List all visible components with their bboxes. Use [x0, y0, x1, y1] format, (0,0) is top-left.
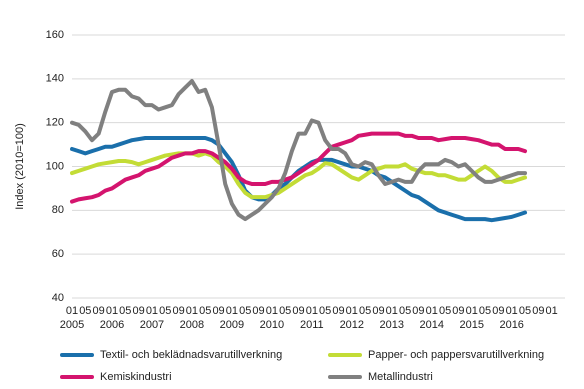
- x-tick-label: 01: [546, 305, 558, 317]
- series-line: [70, 79, 528, 222]
- x-tick-label: 09: [93, 305, 105, 317]
- y-tick-label: 80: [52, 204, 64, 216]
- x-tick-label: 05: [79, 305, 91, 317]
- x-year-label: 2006: [100, 319, 124, 331]
- x-tick-label: 01: [146, 305, 158, 317]
- x-tick-label: 05: [159, 305, 171, 317]
- x-tick-label: 09: [492, 305, 504, 317]
- x-tick-label: 05: [199, 305, 211, 317]
- x-tick-label: 09: [212, 305, 224, 317]
- x-year-label: 2012: [340, 319, 364, 331]
- x-year-label: 2013: [380, 319, 404, 331]
- x-year-label: 2007: [140, 319, 164, 331]
- x-tick-label: 05: [479, 305, 491, 317]
- legend-label: Kemiskindustri: [100, 371, 172, 383]
- x-year-label: 2015: [459, 319, 483, 331]
- x-tick-label: 01: [506, 305, 518, 317]
- x-tick-label: 01: [186, 305, 198, 317]
- x-year-label: 2011: [300, 319, 324, 331]
- x-year-label: 2016: [499, 319, 523, 331]
- y-tick-label: 40: [52, 292, 64, 304]
- x-tick-label: 01: [306, 305, 318, 317]
- y-tick-label: 160: [46, 29, 64, 41]
- x-year-label: 2009: [220, 319, 244, 331]
- x-tick-label: 01: [106, 305, 118, 317]
- x-tick-label: 09: [332, 305, 344, 317]
- x-tick-label: 09: [172, 305, 184, 317]
- x-tick-label: 09: [452, 305, 464, 317]
- x-tick-label: 09: [132, 305, 144, 317]
- x-tick-label: 09: [412, 305, 424, 317]
- legend-label: Metallindustri: [368, 371, 433, 383]
- x-tick-label: 09: [252, 305, 264, 317]
- series-line: [70, 131, 528, 204]
- y-tick-label: 60: [52, 248, 64, 260]
- x-tick-label: 09: [372, 305, 384, 317]
- x-tick-label: 05: [239, 305, 251, 317]
- x-tick-label: 01: [466, 305, 478, 317]
- x-year-label: 2014: [420, 319, 444, 331]
- x-tick-label: 01: [386, 305, 398, 317]
- x-tick-label: 09: [532, 305, 544, 317]
- x-tick-label: 09: [292, 305, 304, 317]
- x-tick-label: 05: [319, 305, 331, 317]
- x-year-label: 2005: [60, 319, 84, 331]
- y-tick-label: 120: [46, 117, 64, 129]
- y-axis-label: Index (2010=100): [14, 123, 26, 210]
- x-tick-label: 05: [119, 305, 131, 317]
- x-tick-label: 01: [66, 305, 78, 317]
- x-tick-label: 01: [346, 305, 358, 317]
- x-tick-label: 01: [426, 305, 438, 317]
- legend-label: Textil- och beklädnadsvarutillverkning: [100, 349, 282, 361]
- x-tick-label: 05: [359, 305, 371, 317]
- x-tick-label: 01: [226, 305, 238, 317]
- series-line: [70, 151, 528, 200]
- x-tick-label: 01: [266, 305, 278, 317]
- x-tick-label: 05: [439, 305, 451, 317]
- x-tick-label: 05: [399, 305, 411, 317]
- x-year-label: 2008: [180, 319, 204, 331]
- y-tick-label: 100: [46, 160, 64, 172]
- x-tick-label: 05: [519, 305, 531, 317]
- x-year-label: 2010: [260, 319, 284, 331]
- y-tick-label: 140: [46, 73, 64, 85]
- legend-label: Papper- och pappersvarutillverkning: [368, 349, 544, 361]
- x-tick-label: 05: [279, 305, 291, 317]
